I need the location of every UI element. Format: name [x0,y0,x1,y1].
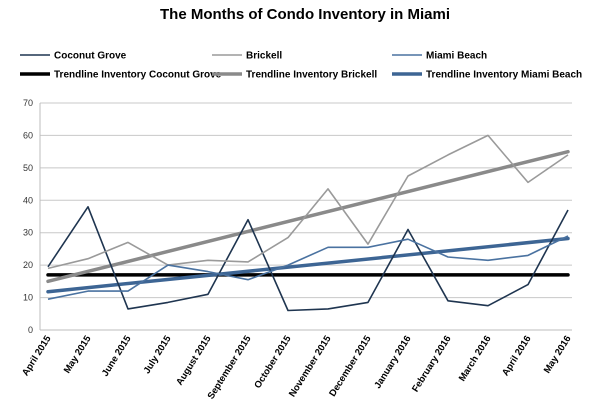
series-line-coconut-grove [47,206,569,312]
legend-label-brickell: Brickell [246,51,282,62]
legend-label-trendline-inventory-coconut-grove: Trendline Inventory Coconut Grove [54,70,222,81]
legend-label-trendline-inventory-brickell: Trendline Inventory Brickell [246,70,377,81]
x-tick-label-may-2015: May 2015 [62,333,94,375]
y-axis: 0 10 20 30 40 50 60 70 [23,98,33,335]
legend-label-miami-beach: Miami Beach [426,51,487,62]
x-tick-label-august-2015: August 2015 [174,333,214,387]
x-tick-label-april-2015: April 2015 [20,333,54,378]
legend-label-coconut-grove: Coconut Grove [54,51,127,62]
x-tick-label-june-2015: June 2015 [100,333,134,378]
x-tick-label-february-2016: February 2016 [410,334,453,394]
x-tick-label-december-2015: December 2015 [327,333,374,399]
y-tick-label-20: 20 [23,260,33,270]
y-tick-label-40: 40 [23,195,33,205]
x-tick-label-july-2015: July 2015 [142,333,174,376]
y-tick-label-0: 0 [28,325,33,335]
x-tick-label-november-2015: November 2015 [287,333,334,399]
y-tick-label-70: 70 [23,98,33,108]
x-tick-label-april-2016: April 2016 [500,334,533,378]
chart-title: The Months of Condo Inventory in Miami [160,6,450,23]
series-line-miami-beach [47,235,569,300]
y-tick-label-30: 30 [23,228,33,238]
series-line-brickell [47,134,569,270]
trendline-trendline-inventory-miami-beach [46,236,570,294]
x-axis: April 2015 May 2015 June 2015 July 2015 Augu… [20,333,573,400]
legend: Coconut Grove Brickell Miami Beach Trendlin… [20,51,582,81]
x-tick-label-march-2016: March 2016 [457,334,494,384]
y-tick-label-50: 50 [23,163,33,173]
plot-area [46,134,570,312]
x-tick-label-may-2016: May 2016 [542,334,574,376]
x-tick-label-september-2015: September 2015 [206,333,254,400]
x-tick-label-october-2015: October 2015 [252,333,294,390]
trendline-trendline-inventory-brickell [46,149,570,284]
x-tick-label-january-2016: January 2016 [372,334,413,391]
y-tick-label-10: 10 [23,293,33,303]
y-tick-label-60: 60 [23,130,33,140]
legend-label-trendline-inventory-miami-beach: Trendline Inventory Miami Beach [426,70,582,81]
